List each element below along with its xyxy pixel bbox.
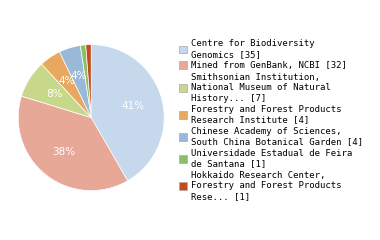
Text: 41%: 41%: [122, 101, 145, 111]
Wedge shape: [91, 45, 164, 181]
Wedge shape: [22, 64, 91, 118]
Wedge shape: [60, 45, 91, 118]
Text: 4%: 4%: [58, 76, 75, 86]
Legend: Centre for Biodiversity
Genomics [35], Mined from GenBank, NCBI [32], Smithsonia: Centre for Biodiversity Genomics [35], M…: [179, 39, 363, 201]
Text: 4%: 4%: [70, 71, 87, 81]
Wedge shape: [80, 45, 91, 118]
Text: 38%: 38%: [52, 147, 76, 157]
Wedge shape: [86, 45, 91, 118]
Wedge shape: [41, 52, 91, 118]
Wedge shape: [18, 96, 128, 191]
Text: 8%: 8%: [46, 89, 62, 99]
